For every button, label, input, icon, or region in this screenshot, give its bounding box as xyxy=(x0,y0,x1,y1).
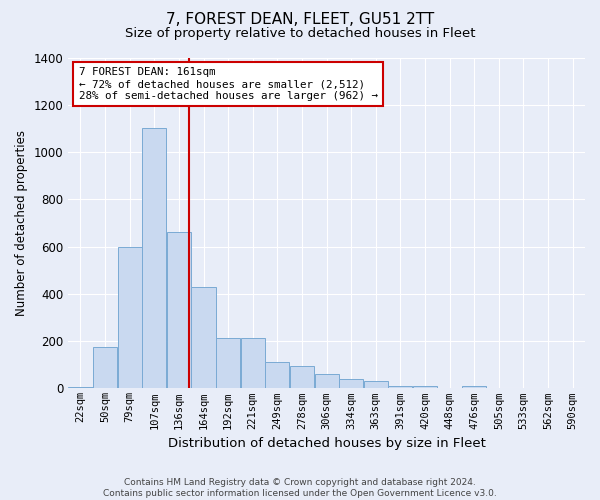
Bar xyxy=(167,232,191,388)
Y-axis label: Number of detached properties: Number of detached properties xyxy=(15,130,28,316)
Bar xyxy=(265,362,289,388)
Bar xyxy=(364,382,388,388)
Bar xyxy=(388,386,412,388)
Bar xyxy=(93,347,117,389)
Bar xyxy=(142,128,166,388)
Bar xyxy=(413,386,437,388)
Bar xyxy=(216,338,240,388)
X-axis label: Distribution of detached houses by size in Fleet: Distribution of detached houses by size … xyxy=(167,437,485,450)
Text: 7 FOREST DEAN: 161sqm
← 72% of detached houses are smaller (2,512)
28% of semi-d: 7 FOREST DEAN: 161sqm ← 72% of detached … xyxy=(79,68,377,100)
Bar xyxy=(290,366,314,388)
Bar xyxy=(339,379,363,388)
Bar xyxy=(462,386,487,388)
Bar xyxy=(241,338,265,388)
Bar xyxy=(314,374,338,388)
Text: Size of property relative to detached houses in Fleet: Size of property relative to detached ho… xyxy=(125,28,475,40)
Bar xyxy=(191,287,215,388)
Bar xyxy=(68,387,92,388)
Bar xyxy=(118,246,142,388)
Text: 7, FOREST DEAN, FLEET, GU51 2TT: 7, FOREST DEAN, FLEET, GU51 2TT xyxy=(166,12,434,28)
Text: Contains HM Land Registry data © Crown copyright and database right 2024.
Contai: Contains HM Land Registry data © Crown c… xyxy=(103,478,497,498)
